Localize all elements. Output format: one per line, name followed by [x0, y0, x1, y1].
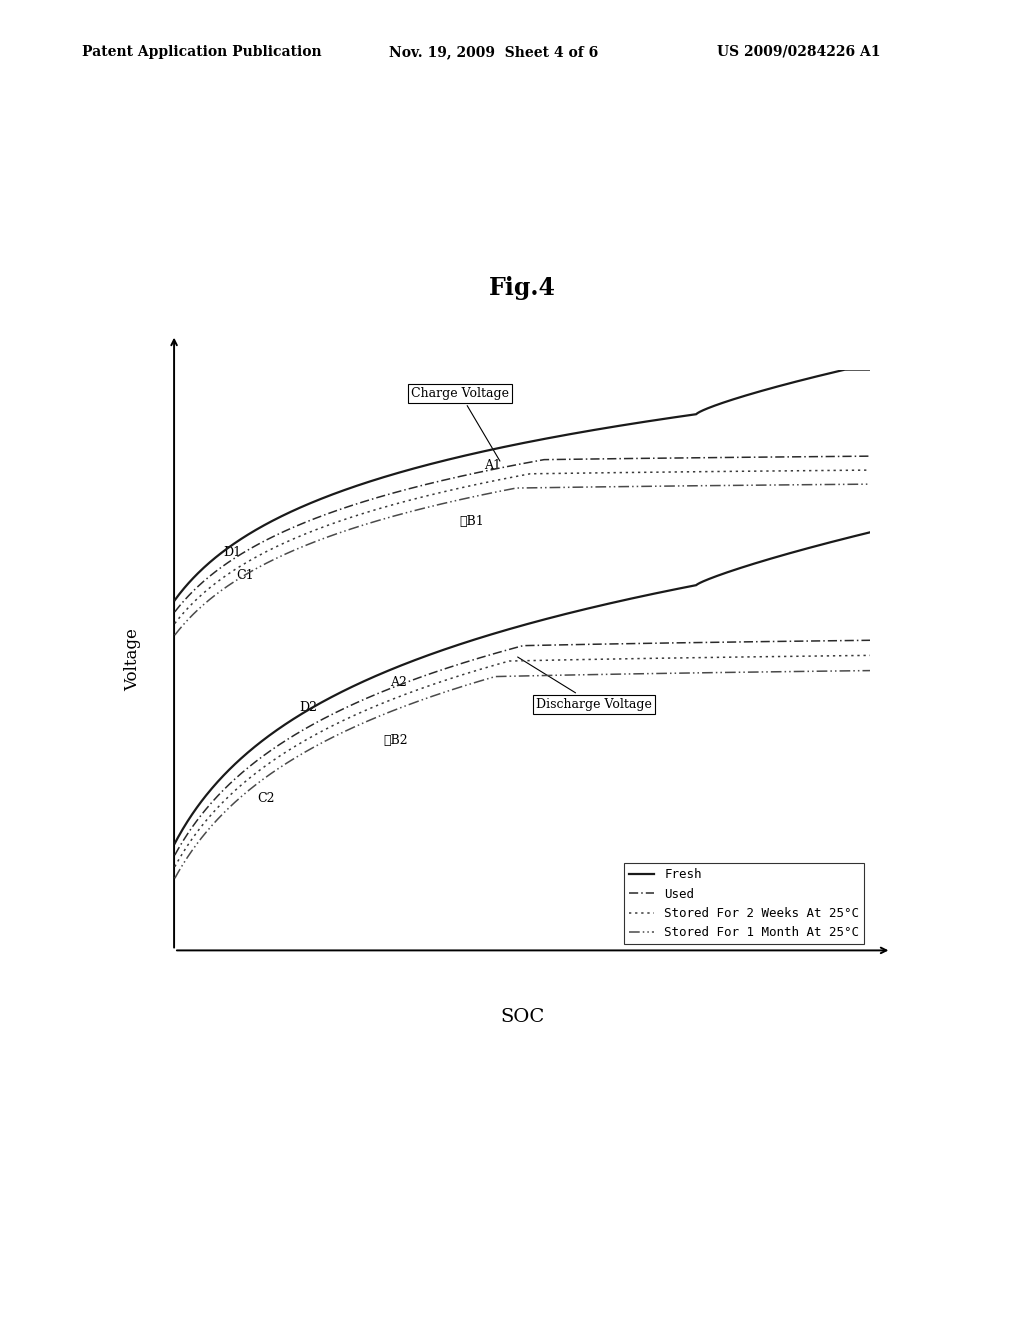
Text: SOC: SOC [500, 1008, 545, 1027]
Text: D1: D1 [223, 546, 241, 558]
Text: C2: C2 [258, 792, 275, 805]
Text: ⌣B1: ⌣B1 [460, 515, 484, 528]
Text: ⌣B2: ⌣B2 [383, 734, 408, 747]
Text: Fig.4: Fig.4 [488, 276, 556, 300]
Text: Patent Application Publication: Patent Application Publication [82, 45, 322, 59]
Text: A2: A2 [390, 676, 407, 689]
Text: Voltage: Voltage [124, 628, 141, 692]
Text: C1: C1 [237, 569, 254, 582]
Text: Charge Voltage: Charge Voltage [411, 387, 509, 461]
Text: A1: A1 [484, 459, 501, 473]
Text: Nov. 19, 2009  Sheet 4 of 6: Nov. 19, 2009 Sheet 4 of 6 [389, 45, 598, 59]
Text: US 2009/0284226 A1: US 2009/0284226 A1 [717, 45, 881, 59]
Text: Discharge Voltage: Discharge Voltage [518, 657, 652, 710]
Legend: Fresh, Used, Stored For 2 Weeks At 25°C, Stored For 1 Month At 25°C: Fresh, Used, Stored For 2 Weeks At 25°C,… [625, 863, 864, 944]
Text: D2: D2 [299, 701, 317, 714]
